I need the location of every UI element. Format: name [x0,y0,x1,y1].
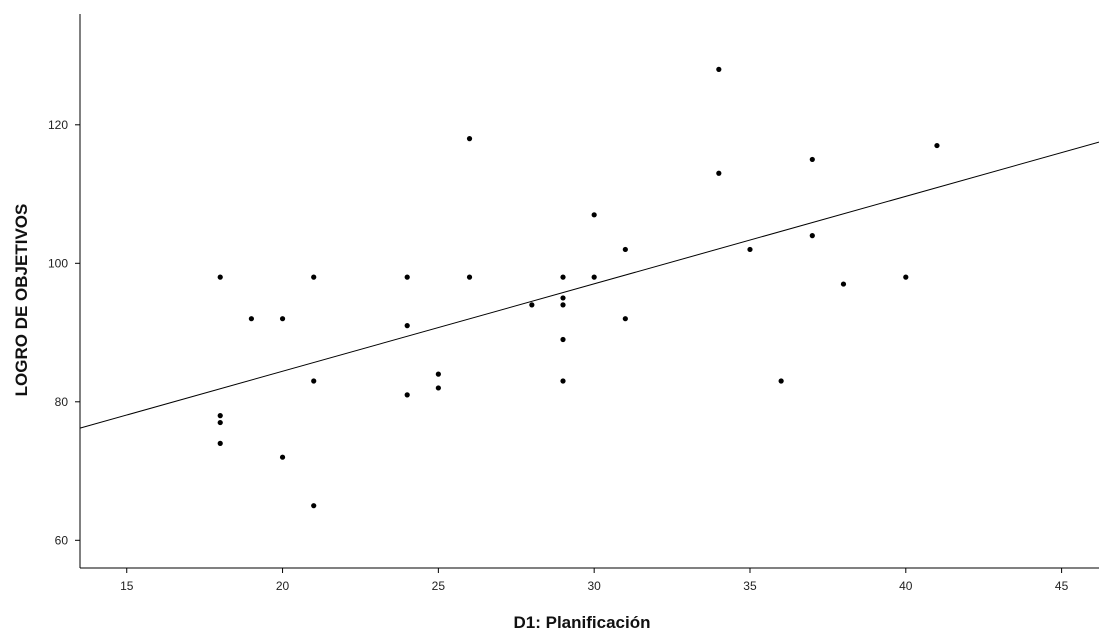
regression-line-group [79,141,1099,429]
data-point [809,233,815,239]
data-point [591,274,597,280]
x-tick-label: 35 [743,579,757,593]
data-point [466,136,473,142]
data-point [279,454,286,460]
regression-line [79,141,1099,429]
data-point [934,142,940,149]
data-point [560,274,566,280]
x-tick-label: 45 [1055,579,1069,593]
x-tick-label: 15 [120,579,134,593]
axes [79,14,1099,569]
x-axis-ticks: 15 20 25 30 35 40 45 [120,568,1069,593]
data-point [622,246,628,253]
y-tick-label: 100 [48,256,68,270]
data-point [311,274,317,280]
x-tick-label: 40 [899,579,913,593]
data-point [560,295,566,301]
data-point [840,281,847,287]
data-point [311,503,317,509]
data-point [716,66,722,72]
data-point [747,246,753,253]
data-point [217,419,223,426]
y-axis-ticks: 60 80 100 120 [48,118,80,547]
data-point [716,170,722,176]
y-axis-title: LOGRO DE OBJETIVOS [12,204,31,397]
data-point [903,274,909,280]
data-point [404,392,410,398]
y-tick-label: 80 [55,395,69,409]
data-point [404,274,410,280]
data-point [622,316,628,322]
data-point [529,302,535,308]
x-tick-label: 20 [276,579,290,593]
x-tick-label: 30 [587,579,601,593]
x-tick-label: 25 [432,579,446,593]
data-point [217,440,223,446]
data-point [809,156,815,163]
data-point [560,378,566,384]
data-points [217,66,940,509]
x-axis-title: D1: Planificación [514,613,651,632]
data-point [404,323,410,329]
data-point [279,316,286,322]
y-tick-label: 60 [55,533,69,547]
data-point [560,302,566,308]
data-point [248,316,254,322]
data-point [217,274,223,280]
data-point [435,371,441,377]
data-point [217,413,223,419]
data-point [435,385,441,391]
y-tick-label: 120 [48,118,68,132]
data-point [311,378,317,384]
data-point [778,378,784,384]
data-point [466,274,473,280]
data-point [591,212,597,218]
data-point [560,336,566,343]
